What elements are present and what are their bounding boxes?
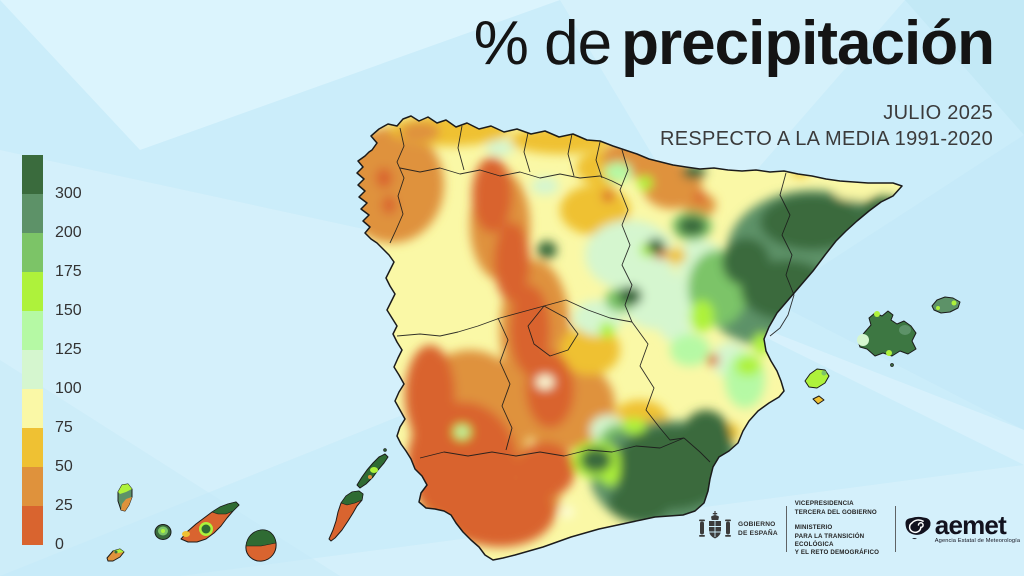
legend-label: 25 [55, 497, 73, 514]
legend-label: 100 [55, 380, 82, 397]
footer-logos: GOBIERNO DE ESPAÑA VICEPRESIDENCIA TERCE… [697, 500, 1021, 557]
legend-segment: 150 [22, 272, 82, 319]
region-borders [389, 125, 795, 463]
legend-label: 175 [55, 263, 82, 280]
government-logo: GOBIERNO DE ESPAÑA [697, 509, 778, 549]
subtitle: JULIO 2025 RESPECTO A LA MEDIA 1991-2020 [660, 100, 993, 153]
legend-segment: 125 [22, 311, 82, 358]
legend-segment: 100 [22, 350, 82, 397]
legend-colorbar: 300 200 175 150 125 100 75 50 25 0 [22, 155, 82, 553]
subtitle-period: JULIO 2025 [883, 102, 993, 124]
legend-label: 0 [55, 536, 64, 553]
ministry-label: VICEPRESIDENCIA TERCERA DEL GOBIERNO MIN… [794, 500, 880, 557]
legend-label: 300 [55, 185, 82, 202]
legend-segment: 175 [22, 233, 82, 280]
title-prefix: % de [473, 9, 612, 78]
footer-divider [894, 506, 896, 552]
legend-label: 75 [55, 419, 73, 436]
legend-segment: 200 [22, 194, 82, 241]
title-emphasis: precipitación [621, 9, 995, 78]
legend-segment: 75 [22, 389, 73, 436]
balearic-islands [804, 296, 961, 405]
aemet-wordmark: aemet [934, 509, 1007, 540]
legend-label: 50 [55, 458, 73, 475]
legend-segment: 25 [22, 467, 73, 514]
legend-label: 125 [55, 341, 82, 358]
legend-segment: 300 [22, 155, 82, 202]
legend-label: 150 [55, 302, 82, 319]
footer-divider [785, 506, 787, 552]
government-label: GOBIERNO DE ESPAÑA [738, 520, 778, 537]
aemet-spiral-icon [905, 516, 931, 540]
aemet-logo: aemet Agencia Estatal de Meteorología [904, 509, 1021, 545]
aemet-text: aemet Agencia Estatal de Meteorología [934, 509, 1021, 545]
legend-label: 200 [55, 224, 82, 241]
coat-of-arms-icon [699, 511, 731, 539]
page-title: % de precipitación [473, 8, 995, 79]
legend-segment: 0 [22, 506, 64, 553]
aemet-tagline: Agencia Estatal de Meteorología [934, 538, 1021, 545]
subtitle-reference: RESPECTO A LA MEDIA 1991-2020 [660, 128, 993, 151]
legend-segment: 50 [22, 428, 73, 475]
canary-islands [106, 448, 389, 562]
